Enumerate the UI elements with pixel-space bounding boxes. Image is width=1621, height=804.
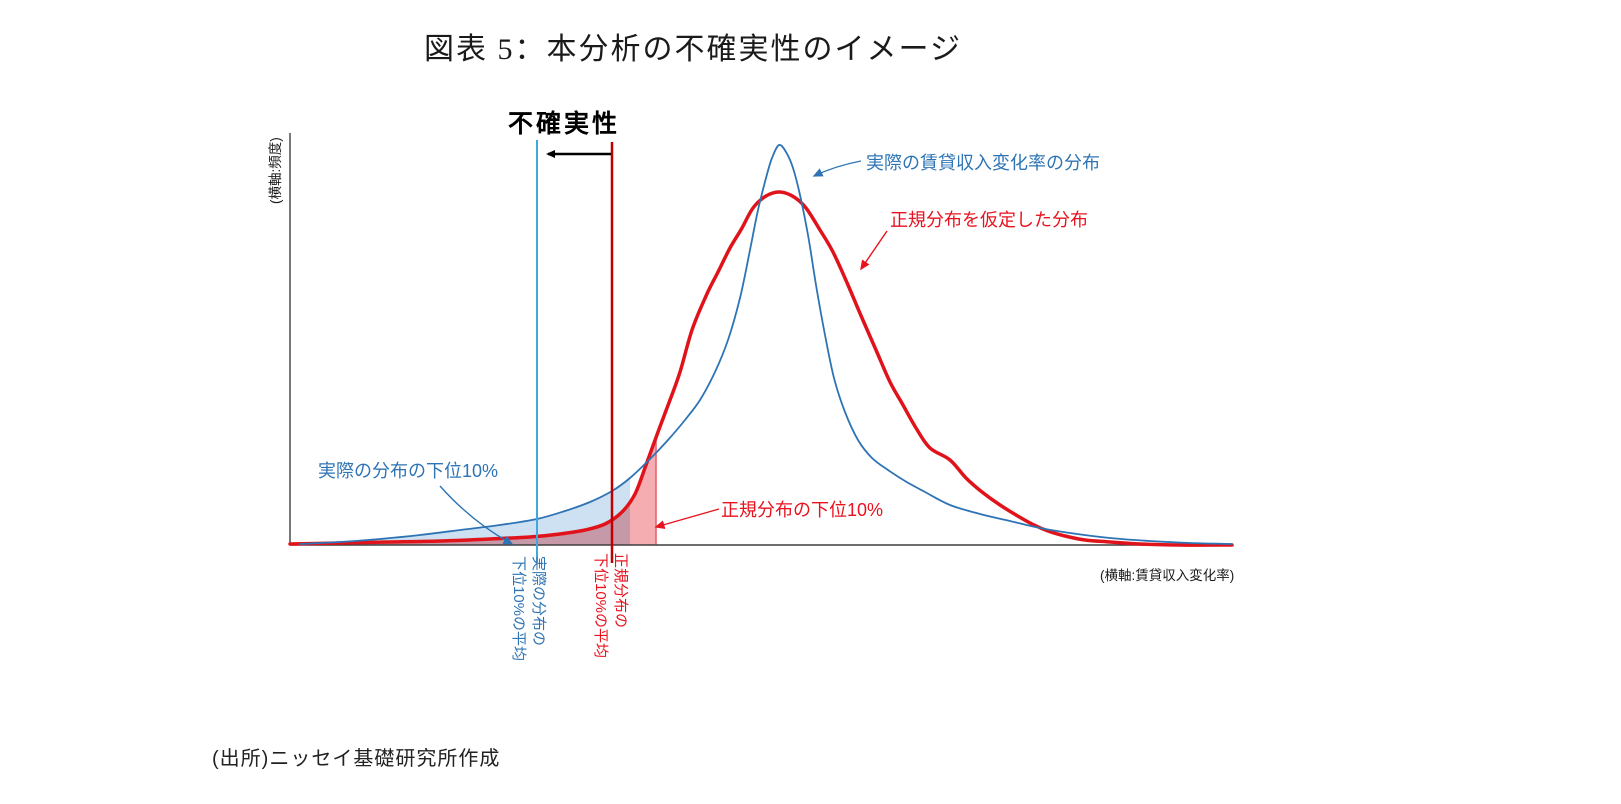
- normal-bottom10-arrow-icon: [654, 508, 720, 530]
- normal-distribution-annotation: 正規分布を仮定した分布: [890, 210, 1088, 230]
- y-axis-label: (横軸:頻度): [268, 137, 283, 204]
- x-axis-label: (横軸:賃貸収入変化率): [1100, 568, 1235, 583]
- page-title: 図表 5：本分析の不確実性のイメージ: [424, 33, 962, 66]
- actual-distribution-arrow-icon: [812, 160, 862, 177]
- normal-curve: [288, 190, 1234, 547]
- uncertainty-label: 不確実性: [508, 110, 621, 138]
- actual-bottom10-arrow-icon: [439, 485, 514, 545]
- normal-bottom10-area: [290, 437, 656, 545]
- actual-mean-label: 実際の分布の 下位10%の平均: [510, 556, 547, 662]
- actual-bottom10-area: [300, 477, 632, 545]
- normal-bottom10-label: 正規分布の下位10%: [721, 500, 884, 520]
- source-note: (出所)ニッセイ基礎研究所作成: [212, 748, 501, 770]
- normal-distribution-arrow-icon: [860, 230, 888, 271]
- actual-bottom10-label: 実際の分布の下位10%: [318, 461, 499, 481]
- actual-distribution-annotation: 実際の賃貸収入変化率の分布: [866, 153, 1100, 173]
- normal-mean-label: 正規分布の 下位10%の平均: [592, 553, 629, 659]
- actual-curve: [299, 143, 1233, 545]
